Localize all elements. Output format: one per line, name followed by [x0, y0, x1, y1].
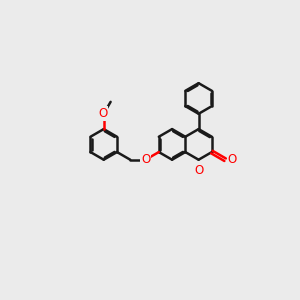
Text: O: O: [227, 153, 237, 166]
Text: O: O: [141, 153, 150, 166]
Text: O: O: [194, 164, 203, 176]
Text: O: O: [98, 107, 108, 120]
